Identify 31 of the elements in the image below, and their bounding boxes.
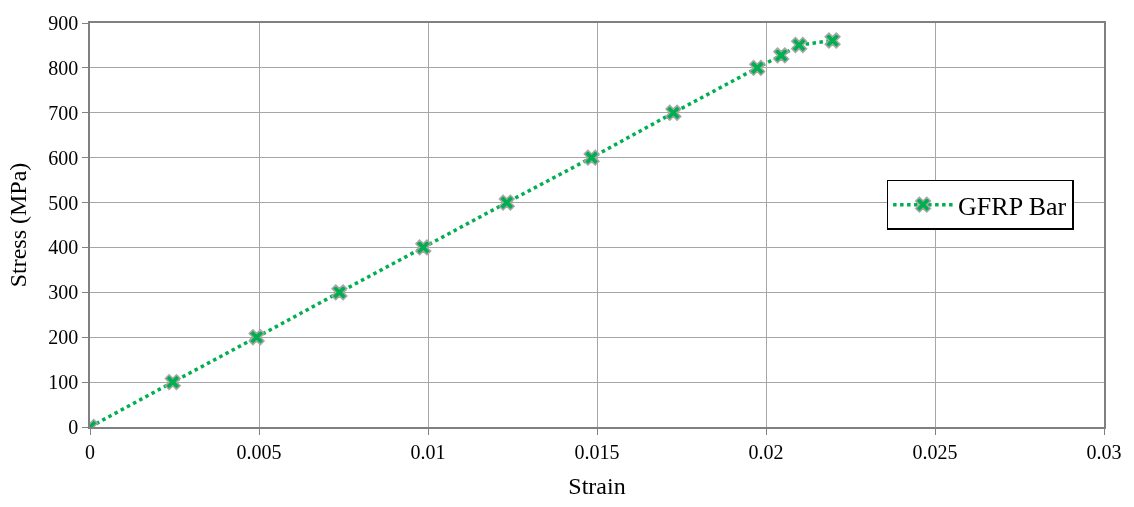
legend-label: GFRP Bar [958,191,1067,221]
y-tick-label: 100 [48,371,79,394]
y-tick-label: 600 [48,146,79,169]
x-axis-title: Strain [568,472,626,499]
y-tick-label: 200 [48,326,79,349]
y-axis-title: Stress (MPa) [4,162,31,288]
point [773,47,790,64]
y-tick-label: 0 [68,416,79,438]
point [824,32,841,49]
y-tick-label: 500 [48,191,79,214]
point [665,104,682,121]
y-tick-label: 900 [48,12,79,34]
x-tick-label: 0.025 [912,440,958,463]
x-tick-label: 0.03 [1086,440,1122,463]
point [248,329,265,346]
y-tick-label: 400 [48,236,79,259]
point [791,36,808,54]
point [415,239,432,256]
point [583,149,600,166]
point [164,374,181,391]
y-tick-label: 700 [48,101,79,124]
point [749,59,766,76]
x-tick-label: 0.005 [236,440,282,463]
y-tick-label: 300 [48,281,79,304]
point [331,284,348,301]
y-tick-label: 800 [48,56,79,79]
x-tick-label: 0.015 [574,440,620,463]
point [498,194,515,211]
x-tick-label: 0.01 [410,440,446,463]
x-tick-label: 0.02 [748,440,784,463]
x-tick-label: 0 [85,440,95,463]
